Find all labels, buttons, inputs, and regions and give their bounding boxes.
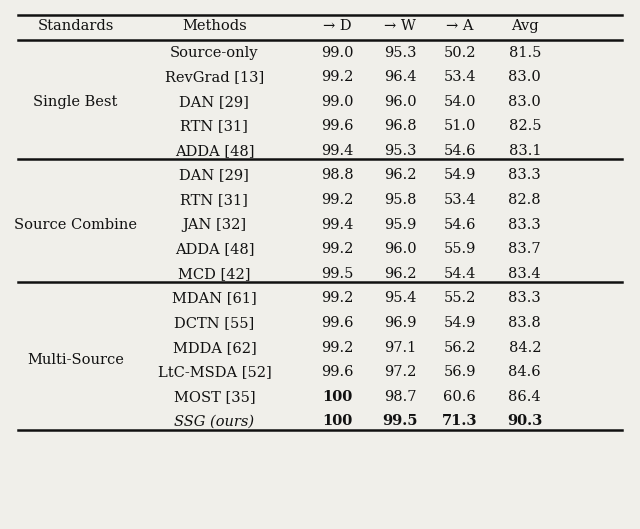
Text: 50.2: 50.2 (444, 45, 476, 59)
Text: ADDA [48]: ADDA [48] (175, 144, 254, 158)
Text: 81.5: 81.5 (509, 45, 541, 59)
Text: Avg: Avg (511, 20, 539, 33)
Text: Multi-Source: Multi-Source (27, 353, 124, 367)
Text: 83.8: 83.8 (508, 316, 541, 330)
Text: 99.5: 99.5 (321, 267, 353, 281)
Text: 83.7: 83.7 (509, 242, 541, 256)
Text: Methods: Methods (182, 20, 247, 33)
Text: 56.9: 56.9 (444, 366, 476, 379)
Text: JAN [32]: JAN [32] (182, 218, 246, 232)
Text: 97.1: 97.1 (384, 341, 416, 354)
Text: 99.6: 99.6 (321, 316, 353, 330)
Text: 54.0: 54.0 (444, 95, 476, 108)
Text: 84.2: 84.2 (509, 341, 541, 354)
Text: MDAN [61]: MDAN [61] (172, 291, 257, 305)
Text: 83.3: 83.3 (508, 291, 541, 305)
Text: MCD [42]: MCD [42] (178, 267, 251, 281)
Text: 99.6: 99.6 (321, 120, 353, 133)
Text: 99.0: 99.0 (321, 95, 353, 108)
Text: 82.5: 82.5 (509, 120, 541, 133)
Text: 96.0: 96.0 (384, 95, 416, 108)
Text: Standards: Standards (37, 20, 114, 33)
Text: 95.9: 95.9 (384, 218, 416, 232)
Text: 99.5: 99.5 (382, 415, 418, 428)
Text: 86.4: 86.4 (509, 390, 541, 404)
Text: 55.9: 55.9 (444, 242, 476, 256)
Text: 100: 100 (322, 390, 353, 404)
Text: DAN [29]: DAN [29] (179, 95, 250, 108)
Text: 96.9: 96.9 (384, 316, 416, 330)
Text: 96.2: 96.2 (384, 169, 416, 183)
Text: 99.4: 99.4 (321, 144, 353, 158)
Text: MOST [35]: MOST [35] (173, 390, 255, 404)
Text: 83.3: 83.3 (508, 169, 541, 183)
Text: RTN [31]: RTN [31] (180, 193, 248, 207)
Text: 83.1: 83.1 (509, 144, 541, 158)
Text: ADDA [48]: ADDA [48] (175, 242, 254, 256)
Text: 99.0: 99.0 (321, 45, 353, 59)
Text: 56.2: 56.2 (444, 341, 476, 354)
Text: 99.2: 99.2 (321, 70, 353, 84)
Text: 83.0: 83.0 (508, 95, 541, 108)
Text: 53.4: 53.4 (444, 70, 476, 84)
Text: 82.8: 82.8 (509, 193, 541, 207)
Text: 99.4: 99.4 (321, 218, 353, 232)
Text: DAN [29]: DAN [29] (179, 169, 250, 183)
Text: 95.8: 95.8 (384, 193, 416, 207)
Text: Single Best: Single Best (33, 95, 118, 108)
Text: 96.4: 96.4 (384, 70, 416, 84)
Text: 99.2: 99.2 (321, 341, 353, 354)
Text: 90.3: 90.3 (507, 415, 543, 428)
Text: 54.9: 54.9 (444, 169, 476, 183)
Text: 98.8: 98.8 (321, 169, 353, 183)
Text: SSG (ours): SSG (ours) (174, 415, 255, 428)
Text: Source Combine: Source Combine (14, 218, 137, 232)
Text: 54.6: 54.6 (444, 218, 476, 232)
Text: 97.2: 97.2 (384, 366, 416, 379)
Text: 55.2: 55.2 (444, 291, 476, 305)
Text: → W: → W (384, 20, 416, 33)
Text: 99.2: 99.2 (321, 242, 353, 256)
Text: 98.7: 98.7 (384, 390, 416, 404)
Text: 96.2: 96.2 (384, 267, 416, 281)
Text: 99.2: 99.2 (321, 193, 353, 207)
Text: MDDA [62]: MDDA [62] (173, 341, 256, 354)
Text: 96.8: 96.8 (384, 120, 416, 133)
Text: 99.6: 99.6 (321, 366, 353, 379)
Text: 95.3: 95.3 (384, 45, 416, 59)
Text: 84.6: 84.6 (509, 366, 541, 379)
Text: RevGrad [13]: RevGrad [13] (164, 70, 264, 84)
Text: RTN [31]: RTN [31] (180, 120, 248, 133)
Text: 83.0: 83.0 (508, 70, 541, 84)
Text: 54.6: 54.6 (444, 144, 476, 158)
Text: 54.4: 54.4 (444, 267, 476, 281)
Text: 100: 100 (322, 415, 353, 428)
Text: LtC-MSDA [52]: LtC-MSDA [52] (157, 366, 271, 379)
Text: 83.3: 83.3 (508, 218, 541, 232)
Text: 53.4: 53.4 (444, 193, 476, 207)
Text: 96.0: 96.0 (384, 242, 416, 256)
Text: 83.4: 83.4 (509, 267, 541, 281)
Text: DCTN [55]: DCTN [55] (174, 316, 255, 330)
Text: 51.0: 51.0 (444, 120, 476, 133)
Text: Source-only: Source-only (170, 45, 259, 59)
Text: 95.3: 95.3 (384, 144, 416, 158)
Text: 99.2: 99.2 (321, 291, 353, 305)
Text: 60.6: 60.6 (443, 390, 476, 404)
Text: 71.3: 71.3 (442, 415, 477, 428)
Text: → A: → A (446, 20, 473, 33)
Text: → D: → D (323, 20, 351, 33)
Text: 95.4: 95.4 (384, 291, 416, 305)
Text: 54.9: 54.9 (444, 316, 476, 330)
